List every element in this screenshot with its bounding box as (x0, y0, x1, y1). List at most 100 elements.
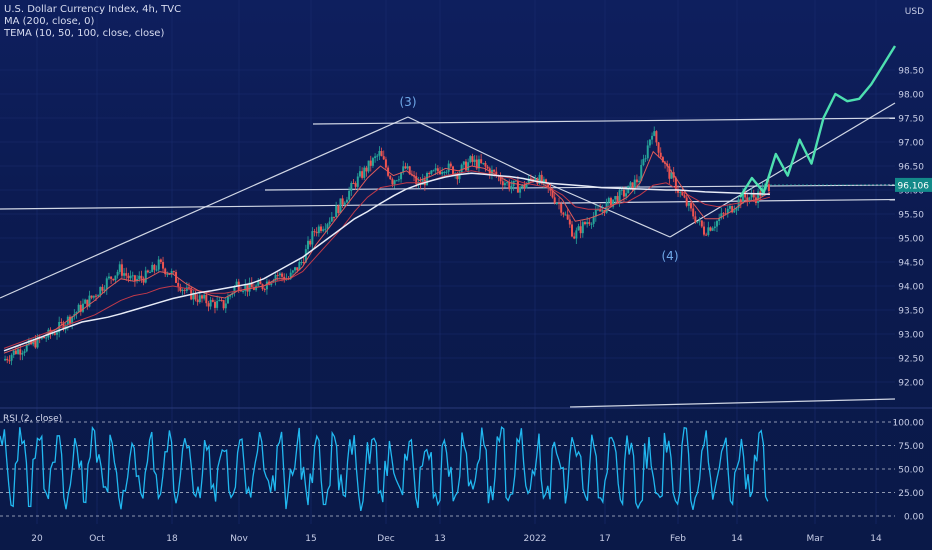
legend-tema[interactable]: TEMA (10, 50, 100, close, close) (4, 28, 165, 39)
candle-body (592, 216, 595, 224)
candle-body (244, 284, 247, 291)
candle-body (252, 287, 255, 290)
candle-body (300, 262, 303, 264)
candle-body (551, 190, 554, 198)
candle-body (25, 344, 28, 352)
candle-body (358, 171, 361, 177)
candle-body (506, 182, 509, 184)
candle-body (77, 304, 80, 312)
candle-body (21, 352, 24, 355)
rsi-line (0, 425, 769, 512)
legend-ma[interactable]: MA (200, close, 0) (4, 16, 95, 27)
candle-body (449, 163, 452, 167)
candle-body (739, 199, 742, 204)
candle-body (683, 195, 686, 198)
price-tick-label: 94.50 (898, 259, 924, 269)
candle-body (125, 273, 128, 276)
candle-body (146, 270, 149, 273)
price-unit-label: USD (905, 7, 924, 17)
candle-body (172, 271, 175, 273)
candle-body (657, 142, 660, 153)
candle-body (547, 182, 550, 188)
trend-line (0, 198, 896, 210)
candle-body (733, 210, 736, 213)
candle-body (746, 197, 749, 201)
candle-body (668, 166, 671, 179)
candle-body (200, 295, 203, 299)
candle-body (568, 219, 571, 225)
candle-body (549, 187, 552, 191)
candle-body (23, 351, 26, 353)
candle-body (566, 214, 569, 220)
candle-body (752, 193, 755, 198)
candle-body (14, 350, 17, 354)
candle-body (354, 183, 357, 187)
candle-body (363, 167, 366, 178)
candle-body (583, 222, 586, 225)
price-tick-label: 95.50 (898, 211, 924, 221)
candle-body (503, 183, 506, 186)
candle-body (715, 221, 718, 227)
candle-body (222, 300, 225, 309)
candle-body (609, 198, 612, 207)
candle-body (397, 179, 400, 181)
candle-body (629, 182, 632, 186)
candle-body (767, 184, 770, 192)
candle-body (107, 276, 110, 279)
candle-body (350, 183, 353, 191)
candle-body (523, 184, 526, 189)
candle-body (711, 228, 714, 231)
candle-body (484, 162, 487, 167)
rsi-pane: 0.00 25.00 50.00 75.00 100.00 (0, 407, 932, 523)
candle-body (114, 275, 117, 281)
candle-body (670, 172, 673, 179)
candle-body (646, 145, 649, 159)
price-tick-label: 95.00 (898, 235, 924, 245)
candle-body (599, 209, 602, 212)
candle-body (265, 281, 268, 290)
candle-body (380, 150, 383, 157)
candle-body (677, 190, 680, 193)
wave-label: (4) (662, 249, 679, 263)
candle-body (413, 175, 416, 177)
candle-body (302, 262, 305, 264)
candle-body (335, 205, 338, 218)
candle-body (30, 340, 33, 345)
candle-body (382, 156, 385, 160)
candle-body (456, 173, 459, 180)
candle-body (441, 171, 444, 175)
candle-body (315, 231, 318, 234)
candle-body (731, 206, 734, 213)
rsi-tick-label: 0.00 (904, 513, 924, 523)
candle-body (659, 152, 662, 158)
wave-label: (3) (400, 95, 417, 109)
candle-body (149, 272, 152, 274)
candle-body (694, 216, 697, 223)
candle-body (469, 156, 472, 163)
candle-body (575, 230, 578, 239)
wave-labels: (3) (4) (400, 95, 679, 263)
candle-body (616, 196, 619, 203)
rsi-tick-label: 50.00 (898, 466, 924, 476)
time-tick-label: 20 (31, 534, 43, 544)
candle-body (705, 234, 708, 236)
rsi-legend[interactable]: RSI (2, close) (3, 414, 63, 424)
candle-body (495, 171, 498, 176)
candle-body (451, 166, 454, 176)
candle-body (404, 166, 407, 169)
candle-body (430, 170, 433, 174)
rsi-tick-label: 75.00 (898, 442, 924, 452)
candle-body (118, 264, 121, 272)
candle-body (720, 213, 723, 219)
candle-body (170, 271, 173, 275)
candle-body (655, 131, 658, 143)
legend-symbol[interactable]: U.S. Dollar Currency Index, 4h, TVC (4, 4, 182, 15)
candle-body (250, 282, 253, 288)
candle-body (426, 172, 429, 186)
candle-body (140, 275, 143, 279)
candle-body (635, 179, 638, 183)
candle-body (144, 270, 147, 283)
grid (0, 0, 895, 524)
candle-body (542, 179, 545, 184)
